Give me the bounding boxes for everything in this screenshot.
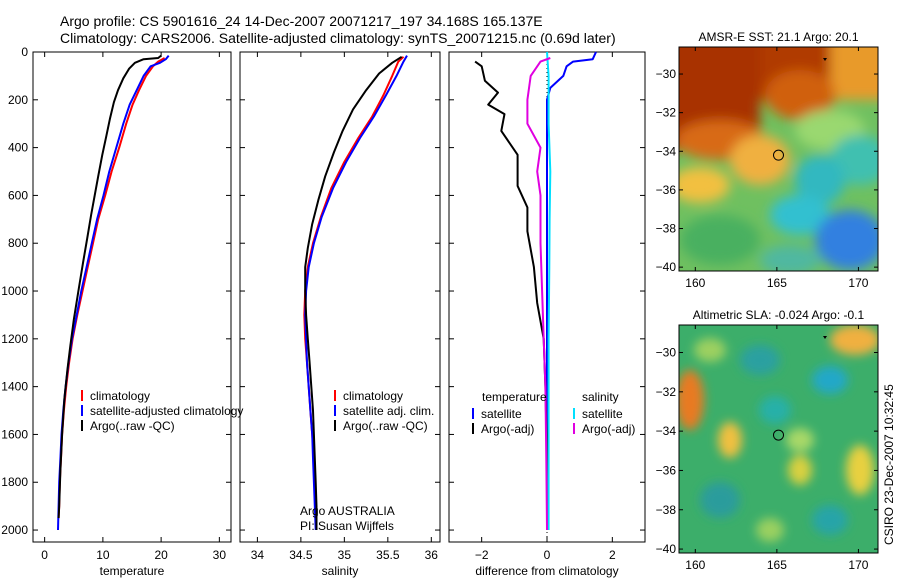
series-line [304,55,408,531]
x-tick-label: 35 [338,548,352,562]
x-tick-label: 165 [767,276,787,290]
y-tick-label: −34 [656,424,677,438]
y-tick-label: −38 [656,222,677,236]
y-tick-label: −30 [656,346,677,360]
argo-location-marker [773,429,784,441]
legend-label: Argo(..raw -QC) [90,419,175,433]
sst-map-panel: AMSR-E SST: 21.1 Argo: 20.1 160 165 170 −30 −… [656,30,879,290]
profile-panel-1: 0 10 20 30 0 200 400 600 800 1000 1200 1400 1600 1800… [1,45,243,578]
y-tick-label: 800 [8,236,28,250]
x-tick-label: 0 [41,548,48,562]
legend-label: satellite [582,407,623,421]
y-tick-label: 1400 [1,380,28,394]
y-tick-label: −40 [656,260,677,274]
sla-map-panel: Altimetric SLA: -0.024 Argo: -0.1 160 165 1… [656,308,879,572]
y-tick-label: 1800 [1,475,28,489]
y-tick-label: −30 [656,67,677,81]
series-line [303,56,405,531]
x-tick-label: 20 [154,548,168,562]
series-line [546,51,552,530]
x-tick-label: 170 [848,558,868,572]
legend-label: satellite adj. clim. [343,404,434,418]
x-tick-label: 35.5 [376,548,400,562]
y-tick-label: −34 [656,144,677,158]
legend-header: salinity [582,390,619,404]
x-tick-label: 36 [425,548,439,562]
y-tick-label: −36 [656,183,677,197]
credit-line2: PI: Susan Wijffels [300,519,394,533]
side-note: CSIRO 23-Dec-2007 10:32:45 [882,384,896,545]
plot-frame [32,51,232,543]
legend-header: temperature [482,390,547,404]
map-title: AMSR-E SST: 21.1 Argo: 20.1 [698,30,858,44]
series-line [57,54,170,531]
y-tick-label: 1200 [1,332,28,346]
y-tick-label: −40 [656,542,677,556]
legend-label: Argo(..raw -QC) [343,419,428,433]
x-axis-label: temperature [100,564,165,578]
profile-panel-3: −2 0 2 difference from climatology temperatu… [448,51,646,578]
x-tick-label: 34.5 [289,548,313,562]
sla-map-image [679,325,878,553]
x-tick-label: 165 [767,558,787,572]
series-line [57,54,162,519]
y-tick-label: −38 [656,503,677,517]
y-tick-label: −32 [656,385,677,399]
plot-frame [239,51,441,543]
x-axis-label: difference from climatology [475,564,618,578]
y-tick-label: 0 [21,45,28,59]
argo-location-marker [773,149,784,161]
map-title: Altimetric SLA: -0.024 Argo: -0.1 [693,308,865,322]
series-line [474,60,548,530]
x-tick-label: 170 [848,276,868,290]
x-tick-label: 30 [213,548,227,562]
x-tick-label: 2 [609,548,616,562]
credit-line1: Argo AUSTRALIA [300,504,395,518]
north-marker [823,58,827,61]
y-tick-label: 400 [8,141,28,155]
figure-title-line1: Argo profile: CS 5901616_24 14-Dec-2007 … [60,13,543,29]
figure-title-line2: Climatology: CARS2006. Satellite-adjuste… [60,30,616,46]
plots-layer: 0 10 20 30020040060080010001200140016001800… [1,30,879,578]
y-tick-label: 1600 [1,427,28,441]
x-axis-label: salinity [322,564,359,578]
x-tick-label: 0 [544,548,551,562]
y-tick-label: −32 [656,106,677,120]
x-tick-label: −2 [475,548,489,562]
profile-panel-2: 34 34.5 35 35.5 36 salinity climatologysatelli… [239,51,441,578]
y-tick-label: −36 [656,463,677,477]
legend-label: satellite-adjusted climatology [90,404,243,418]
series-line [546,51,597,530]
x-tick-label: 10 [96,548,110,562]
y-tick-label: 200 [8,93,28,107]
map-frame [678,46,879,272]
legend-label: Argo(-adj) [582,422,635,436]
x-tick-label: 34 [251,548,265,562]
legend-label: Argo(-adj) [481,422,534,436]
series-line [304,55,403,530]
series-line [526,57,551,531]
map-frame [678,324,879,554]
legend-label: climatology [343,389,403,403]
sst-map-image [679,47,878,271]
x-tick-label: 160 [685,276,705,290]
series-line [57,57,166,519]
y-tick-label: 600 [8,188,28,202]
legend-label: satellite [481,407,522,421]
x-tick-label: 160 [685,558,705,572]
y-tick-label: 2000 [1,523,28,537]
north-marker [823,336,827,339]
y-tick-label: 1000 [1,284,28,298]
legend-label: climatology [90,389,150,403]
